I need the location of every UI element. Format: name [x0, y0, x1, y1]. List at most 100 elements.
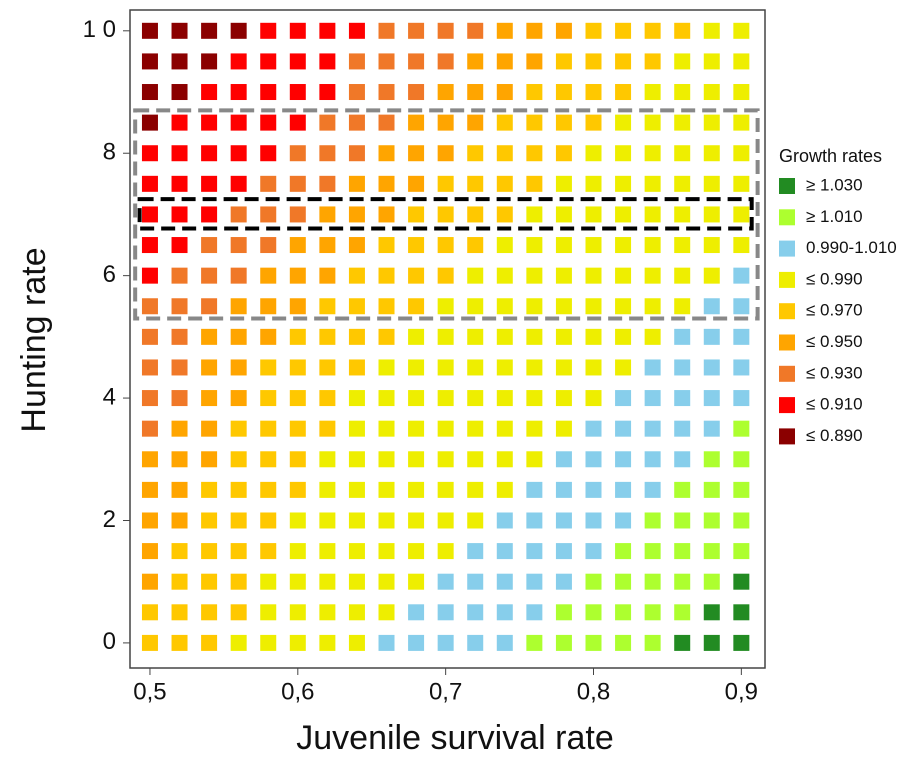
cell [408, 359, 425, 376]
cell [615, 451, 632, 468]
cell [319, 267, 336, 284]
cell [289, 634, 306, 651]
cell [201, 267, 218, 284]
cell [201, 451, 218, 468]
cell [230, 359, 247, 376]
cell [437, 634, 454, 651]
cell [348, 145, 365, 162]
legend-title: Growth rates [779, 146, 882, 166]
cell [467, 53, 484, 70]
cell [733, 84, 750, 101]
cell [230, 145, 247, 162]
cell [496, 604, 513, 621]
cell [526, 22, 543, 39]
cell [496, 206, 513, 223]
cell [260, 359, 277, 376]
cell [674, 145, 691, 162]
cell [319, 328, 336, 345]
x-axis-label: Juvenile survival rate [296, 719, 613, 757]
cell [555, 481, 572, 498]
cell [260, 634, 277, 651]
cell [526, 53, 543, 70]
cell [437, 145, 454, 162]
cell [141, 390, 158, 407]
cell [378, 22, 395, 39]
cell [230, 481, 247, 498]
cell [615, 206, 632, 223]
cell [674, 206, 691, 223]
cell [733, 634, 750, 651]
cell [230, 512, 247, 529]
cell [171, 267, 188, 284]
cell [260, 84, 277, 101]
cell [378, 328, 395, 345]
cell [348, 543, 365, 560]
cell [526, 206, 543, 223]
cell [201, 206, 218, 223]
cell [171, 237, 188, 254]
cell [615, 359, 632, 376]
cell [555, 84, 572, 101]
cell [674, 267, 691, 284]
cell [585, 481, 602, 498]
cell [733, 451, 750, 468]
cell [141, 359, 158, 376]
cell [319, 512, 336, 529]
cell [615, 84, 632, 101]
cell [467, 298, 484, 315]
cell [289, 451, 306, 468]
cell [733, 175, 750, 192]
cell [348, 390, 365, 407]
cell [378, 237, 395, 254]
cell [467, 634, 484, 651]
cell [585, 206, 602, 223]
cell [467, 573, 484, 590]
y-tick-label: 6 [103, 261, 116, 288]
cell [141, 84, 158, 101]
cell [496, 145, 513, 162]
cell [526, 175, 543, 192]
cell [348, 175, 365, 192]
cell [467, 22, 484, 39]
cell [378, 53, 395, 70]
cell [348, 451, 365, 468]
cell [555, 390, 572, 407]
cell [585, 22, 602, 39]
cell [319, 573, 336, 590]
cell [289, 114, 306, 131]
cell [674, 573, 691, 590]
cell [555, 175, 572, 192]
cell [230, 53, 247, 70]
cell [141, 573, 158, 590]
cell [467, 84, 484, 101]
cell [230, 543, 247, 560]
legend-swatch [779, 334, 795, 351]
cell [555, 573, 572, 590]
cell [319, 420, 336, 437]
cell [230, 237, 247, 254]
cell [555, 22, 572, 39]
cell [585, 512, 602, 529]
cell [703, 512, 720, 529]
cell [348, 359, 365, 376]
cell [733, 512, 750, 529]
cell [467, 175, 484, 192]
cell [644, 390, 661, 407]
cell [644, 114, 661, 131]
cell [615, 634, 632, 651]
cell [585, 451, 602, 468]
legend-swatch [779, 397, 795, 414]
cell [141, 481, 158, 498]
cell [555, 53, 572, 70]
cell [171, 451, 188, 468]
cell [408, 512, 425, 529]
cell [408, 298, 425, 315]
cell [526, 359, 543, 376]
cell [644, 573, 661, 590]
cell [378, 481, 395, 498]
cell [289, 543, 306, 560]
cell [674, 298, 691, 315]
cell [289, 145, 306, 162]
cell [703, 481, 720, 498]
cell [319, 390, 336, 407]
